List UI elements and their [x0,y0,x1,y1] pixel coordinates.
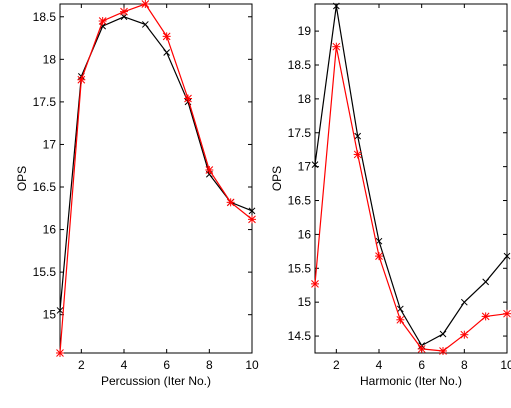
data-point [481,312,490,321]
data-point [375,252,383,261]
x-tick-label: 4 [376,358,383,372]
data-point [482,278,490,286]
data-point [141,21,149,28]
data-point [375,237,383,245]
y-tick-label: 17 [43,137,57,151]
y-tick-label: 14.5 [288,329,312,343]
axes-frame [59,3,253,354]
series-line-1 [59,3,253,354]
y-tick-label: 15.5 [288,261,312,275]
x-tick-label: 10 [245,358,259,372]
x-tick-label: 8 [461,358,468,372]
data-point [460,298,468,306]
data-point [98,17,107,26]
data-point [56,349,64,357]
y-tick-label: 19 [298,24,312,38]
x-tick-label: 4 [121,358,128,372]
y-tick-label: 18 [43,52,57,66]
y-tick-label: 16.5 [33,180,57,194]
data-point [163,49,171,56]
data-point [311,279,319,288]
data-point [141,0,150,8]
x-tick-label: 6 [163,358,170,372]
data-point [439,330,447,338]
y-axis-label: OPS [15,166,29,191]
data-point [77,75,86,84]
plot-percussion: 2 4 6 8 10 15 15.5 16 16.5 17 17.5 18 18.5 Percussion… [15,0,259,388]
data-point [184,94,192,103]
data-point [353,150,362,159]
x-tick-label: 2 [78,358,85,372]
data-point [503,252,511,260]
data-point [248,215,256,224]
data-point [248,207,256,215]
x-tick-label: 10 [500,358,511,372]
data-point [460,330,469,339]
y-tick-label: 16.5 [288,194,312,208]
y-tick-label: 15.5 [33,265,57,279]
y-tick-label: 17 [298,160,312,174]
y-tick-label: 16 [43,223,57,237]
data-point [56,307,64,314]
y-tick-label: 17.5 [33,95,57,109]
series-line-1 [314,46,508,352]
data-point [120,13,128,21]
data-point [439,346,447,355]
data-point [162,32,171,41]
data-point [332,42,341,51]
y-axis-label: OPS [270,166,284,191]
data-point [311,161,319,168]
data-point [396,315,405,324]
data-point [396,305,404,313]
y-tick-label: 18.5 [33,10,57,24]
y-tick-label: 18 [298,92,312,106]
axes-frame [314,3,508,354]
data-point [205,165,214,174]
y-tick-label: 18.5 [288,58,312,72]
series-line-0 [314,5,508,347]
data-point [332,2,340,10]
y-tick-label: 16 [298,227,312,241]
x-axis-label: Harmonic (Iter No.) [360,374,462,388]
data-point [503,309,511,318]
x-tick-label: 2 [333,358,340,372]
data-point [354,132,362,140]
x-tick-label: 6 [418,358,425,372]
y-tick-label: 17.5 [288,126,312,140]
data-point [226,198,235,207]
x-tick-label: 8 [206,358,213,372]
data-point [417,344,426,353]
y-tick-label: 15 [43,308,57,322]
plot-harmonic: 2 4 6 8 10 14.5 15 15.5 16 16.5 17 17.5 18 18.5 19 Harm… [270,2,511,388]
x-axis-label: Percussion (Iter No.) [101,374,211,388]
y-tick-label: 15 [298,295,312,309]
data-point [120,7,128,16]
